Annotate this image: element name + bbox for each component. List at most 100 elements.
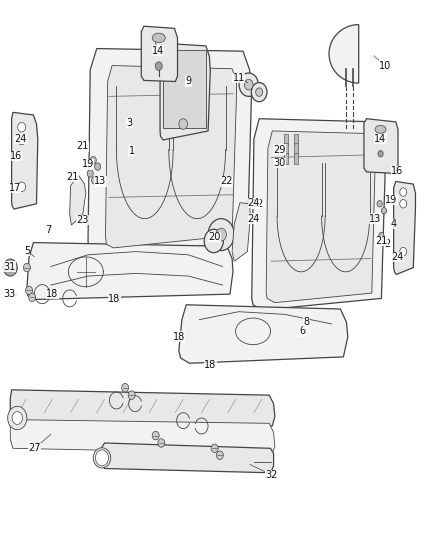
Bar [294,143,298,155]
Text: 10: 10 [379,61,391,70]
Circle shape [377,200,382,207]
Circle shape [18,135,25,145]
Polygon shape [364,119,398,173]
Circle shape [379,232,384,239]
Text: 24: 24 [248,214,260,224]
Text: 16: 16 [391,166,403,176]
Circle shape [216,451,223,459]
Text: 22: 22 [221,176,233,187]
Circle shape [378,151,383,157]
Circle shape [18,123,25,132]
Circle shape [128,391,135,399]
Text: 6: 6 [299,326,305,336]
Circle shape [8,406,27,430]
Text: 24: 24 [248,198,260,208]
Polygon shape [11,390,275,426]
Polygon shape [88,49,252,257]
Circle shape [256,88,263,96]
Circle shape [204,229,223,253]
Polygon shape [106,66,237,248]
Polygon shape [12,112,38,209]
Text: 11: 11 [233,73,245,83]
Text: 24: 24 [14,134,27,144]
Polygon shape [329,25,359,83]
Bar [284,134,288,146]
Text: 27: 27 [28,443,41,453]
Circle shape [211,444,218,453]
Text: 16: 16 [10,151,22,161]
Circle shape [95,163,101,170]
Circle shape [122,383,129,392]
Circle shape [7,263,14,272]
Polygon shape [179,305,348,364]
Circle shape [374,214,380,221]
Bar [284,153,288,165]
Circle shape [95,450,109,466]
Circle shape [179,119,187,130]
Polygon shape [160,43,210,140]
Circle shape [400,188,407,196]
Circle shape [25,286,32,295]
Text: 30: 30 [273,158,286,168]
Circle shape [28,293,35,302]
Text: 17: 17 [8,183,21,193]
Text: 19: 19 [82,159,94,169]
Text: 4: 4 [391,219,397,229]
Bar [163,50,206,128]
Bar [294,153,298,165]
Text: 21: 21 [77,141,89,151]
Text: 3: 3 [127,118,133,128]
Text: 31: 31 [4,262,16,271]
Text: 19: 19 [385,195,398,205]
Text: 13: 13 [369,214,381,224]
Text: 7: 7 [45,225,51,236]
Circle shape [12,411,22,424]
Circle shape [251,83,267,102]
Bar [294,134,298,146]
Text: 18: 18 [204,360,216,370]
Bar [284,143,288,155]
Ellipse shape [377,138,384,143]
Polygon shape [70,175,86,225]
Polygon shape [232,203,251,261]
Circle shape [18,182,25,191]
Circle shape [158,439,165,447]
Text: 14: 14 [152,46,164,55]
Ellipse shape [154,47,163,54]
Polygon shape [394,181,416,274]
Text: 29: 29 [273,144,286,155]
Circle shape [90,157,96,164]
Text: 2: 2 [384,239,390,248]
Text: 24: 24 [391,252,403,262]
Text: 21: 21 [67,172,79,182]
Text: 18: 18 [173,332,185,342]
Ellipse shape [93,448,111,468]
Circle shape [87,169,93,177]
Circle shape [244,79,253,90]
Text: 14: 14 [374,134,387,144]
Circle shape [92,176,98,184]
Ellipse shape [152,33,165,43]
Polygon shape [11,419,275,454]
Circle shape [208,219,234,251]
Text: 20: 20 [208,232,221,243]
Text: 12: 12 [252,199,265,209]
Text: 33: 33 [4,289,16,299]
Text: 21: 21 [375,236,388,246]
Text: 13: 13 [94,176,106,187]
Circle shape [400,247,407,256]
Circle shape [4,259,17,276]
Text: 23: 23 [77,215,89,225]
Polygon shape [266,131,375,303]
Polygon shape [27,243,233,300]
Circle shape [381,207,387,214]
Text: 5: 5 [24,246,30,255]
Text: 18: 18 [46,289,58,299]
Text: 8: 8 [303,317,309,327]
Text: 32: 32 [265,470,278,480]
Circle shape [239,73,258,96]
Text: 9: 9 [185,77,191,86]
Circle shape [23,263,30,272]
Polygon shape [100,443,274,473]
Text: 18: 18 [108,294,120,304]
